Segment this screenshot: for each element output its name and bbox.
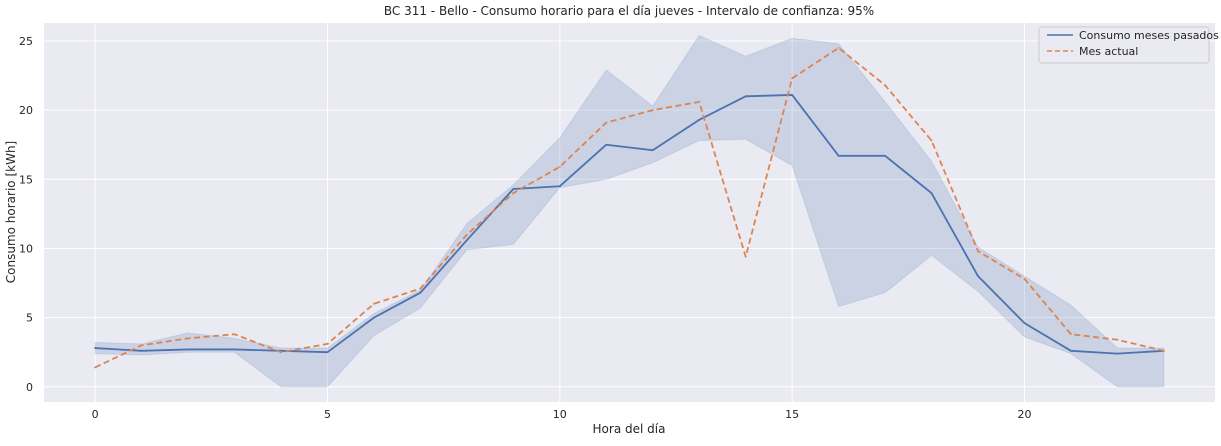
data-point: [1023, 277, 1026, 280]
data-point: [1070, 349, 1072, 352]
data-point: [558, 185, 561, 188]
x-tick-label: 5: [324, 408, 331, 421]
x-tick-label: 15: [785, 408, 799, 421]
chart-title: BC 311 - Bello - Consumo horario para el…: [384, 4, 874, 18]
y-tick-label: 25: [19, 35, 33, 48]
data-point: [791, 94, 794, 96]
data-point: [698, 100, 701, 103]
ci-band: [94, 34, 1165, 388]
data-point: [651, 149, 654, 152]
data-point: [605, 121, 608, 124]
data-point: [187, 337, 189, 340]
x-tick-label: 20: [1017, 408, 1031, 421]
legend: Consumo meses pasados Mes actual: [1038, 26, 1219, 64]
legend-label-consumo-meses-pasados: Consumo meses pasados: [1079, 29, 1219, 42]
data-point: [419, 291, 422, 294]
x-tick-label: 10: [553, 408, 567, 421]
data-point: [94, 347, 97, 349]
data-point: [651, 109, 654, 112]
y-tick-label: 15: [19, 173, 33, 186]
data-point: [837, 154, 840, 157]
data-point: [1023, 322, 1026, 325]
data-point: [698, 118, 701, 121]
data-point: [884, 84, 886, 87]
data-point: [977, 250, 979, 253]
data-point: [419, 287, 422, 290]
legend-box: [1038, 26, 1210, 64]
y-tick-label: 10: [19, 242, 33, 255]
y-tick-label: 0: [26, 381, 33, 394]
data-point: [465, 233, 468, 236]
data-point: [373, 316, 375, 319]
data-point: [744, 255, 747, 258]
x-tick-label: 0: [92, 408, 99, 421]
y-axis-label: Consumo horario [kWh]: [4, 141, 18, 283]
y-tick-label: 20: [19, 104, 33, 117]
series-lines: [94, 46, 1165, 369]
data-point: [465, 239, 468, 242]
data-point: [140, 344, 143, 347]
tick-labels: 0 5 10 15 20 0 5 10 15 20 25: [19, 35, 1031, 421]
legend-label-mes-actual: Mes actual: [1079, 45, 1138, 58]
data-point: [280, 351, 282, 354]
x-axis-label: Hora del día: [593, 422, 666, 436]
confidence-band: [94, 34, 1165, 388]
data-point: [1116, 338, 1119, 341]
data-point: [744, 95, 747, 98]
data-point: [187, 348, 189, 351]
data-point: [558, 165, 561, 168]
y-tick-label: 5: [26, 312, 33, 325]
data-point: [1116, 352, 1119, 355]
data-point: [373, 302, 375, 305]
data-point: [326, 343, 329, 345]
data-point: [1162, 349, 1165, 352]
plot-area: [44, 23, 1215, 402]
data-point: [791, 77, 794, 80]
data-point: [512, 192, 515, 195]
data-point: [1070, 333, 1072, 336]
data-point: [233, 348, 236, 351]
data-point: [326, 351, 329, 354]
series-line-mes-actual: [94, 46, 1165, 369]
data-point: [930, 192, 933, 195]
data-point: [512, 188, 515, 190]
data-point: [233, 333, 236, 336]
data-point: [884, 154, 886, 157]
data-point: [977, 275, 979, 278]
series-line-consumo-meses-pasados: [95, 94, 1164, 355]
data-point: [837, 46, 840, 49]
data-point: [930, 139, 933, 142]
data-point: [605, 143, 608, 146]
data-point: [140, 349, 143, 352]
data-point: [94, 366, 97, 369]
